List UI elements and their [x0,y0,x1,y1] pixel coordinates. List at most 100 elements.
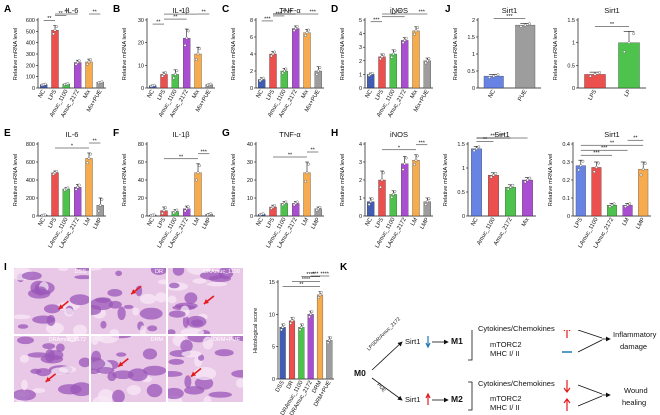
y-axis-label: Histological score [253,308,259,353]
sig-label: *** [275,11,282,17]
data-point [416,26,419,30]
x-tick-label: LMP [419,217,430,230]
down-arrow-icon [563,380,571,393]
y-tick-label: 10 [247,196,253,202]
sig-label: ** [288,10,293,16]
x-tick-label: NC [38,217,47,227]
histology-tile-label: DSS [74,269,86,275]
data-point [309,312,313,316]
bar [307,314,314,380]
tissue-blob [123,304,134,309]
m2-label: M2 [451,394,463,404]
data-point [305,171,309,175]
tissue-blob [147,325,158,332]
sig-label: ** [610,22,615,28]
data-point [401,168,405,171]
sig-label: ** [288,153,293,159]
bar [51,172,59,217]
tissue-blob [19,354,29,363]
data-point [579,164,583,167]
y-tick-label: 300 [26,52,35,58]
tissue-blob [172,268,185,276]
y-tick-label: 4 [359,142,362,148]
data-point [152,83,156,87]
data-point [292,29,296,32]
bar [269,53,277,89]
data-point [161,74,164,78]
tissue-blob [95,297,111,303]
data-point [295,25,299,28]
x-tick-label: LPS [375,217,386,230]
sig-label: ** [311,148,316,154]
tissue-blob [184,292,198,304]
y-tick-label: 800 [26,142,35,148]
data-point [198,164,201,167]
y-axis-label: Relative mRNA level [122,154,128,207]
y-tick-label: 0 [141,214,144,220]
data-point [427,197,431,201]
data-point [577,168,581,172]
x-tick-label: NC [365,89,374,99]
tissue-blob [92,395,113,402]
bar [575,165,586,217]
sirt1-top: Sirt1 [405,337,421,346]
bar [522,179,533,217]
tissue-blob [142,348,158,360]
y-tick-label: 30 [247,160,253,166]
chart-title: IL-1β [172,6,190,15]
y-tick-label: 400 [26,41,35,47]
x-tick-label: DSS [275,380,286,393]
healing-label: healing [622,398,647,407]
data-point [414,29,418,33]
x-tick-label: LM [301,217,310,227]
tissue-blob [199,271,224,280]
data-point [298,328,302,332]
tissue-blob [112,370,134,380]
tissue-blob [115,270,123,277]
data-point [74,62,78,66]
tissue-blob [139,293,157,304]
tissue-blob [76,268,89,271]
tissue-blob [17,324,29,329]
data-point [318,293,322,297]
bar [326,340,333,380]
sig-label: ** [397,10,402,16]
tissue-blob [142,365,166,376]
data-point [369,200,373,204]
y-tick-label: 10 [269,312,275,318]
bar [618,42,640,89]
bar [85,158,93,217]
mhc-bottom: MHC I/ II [490,403,520,412]
data-point [186,205,190,209]
chart-title: IL-6 [66,6,79,15]
y-axis-label: Relative mRNA level [122,28,128,81]
data-point [304,34,307,37]
mtorc2-bottom: mTORC2 [490,394,522,403]
mhc-top: MHC I/ II [490,349,520,358]
data-point [598,71,602,74]
tissue-blob [21,271,42,281]
y-tick-label: 4 [359,32,362,38]
sig-label: *** [601,146,608,152]
tissue-blob [56,343,65,352]
bar [171,74,179,89]
tissue-blob [194,376,214,390]
y-tick-label: 200 [26,63,35,69]
data-point [172,76,176,80]
histology-tile: DRAmuc_2172 [14,336,89,402]
tissue-blob [96,336,120,344]
y-tick-label: 500 [26,29,35,35]
chart-e-il6: IL-6 Relative mRNA level 0 200 400 600 800 NC LP… [13,130,106,250]
x-tick-label: Mix [521,217,531,228]
data-point [393,190,397,193]
red-arrowhead-icon [58,304,64,310]
data-point [401,41,405,44]
data-point [380,55,384,59]
y-tick-label: 20 [247,178,253,184]
data-point [273,50,276,54]
y-tick-label: 1 [359,72,362,78]
